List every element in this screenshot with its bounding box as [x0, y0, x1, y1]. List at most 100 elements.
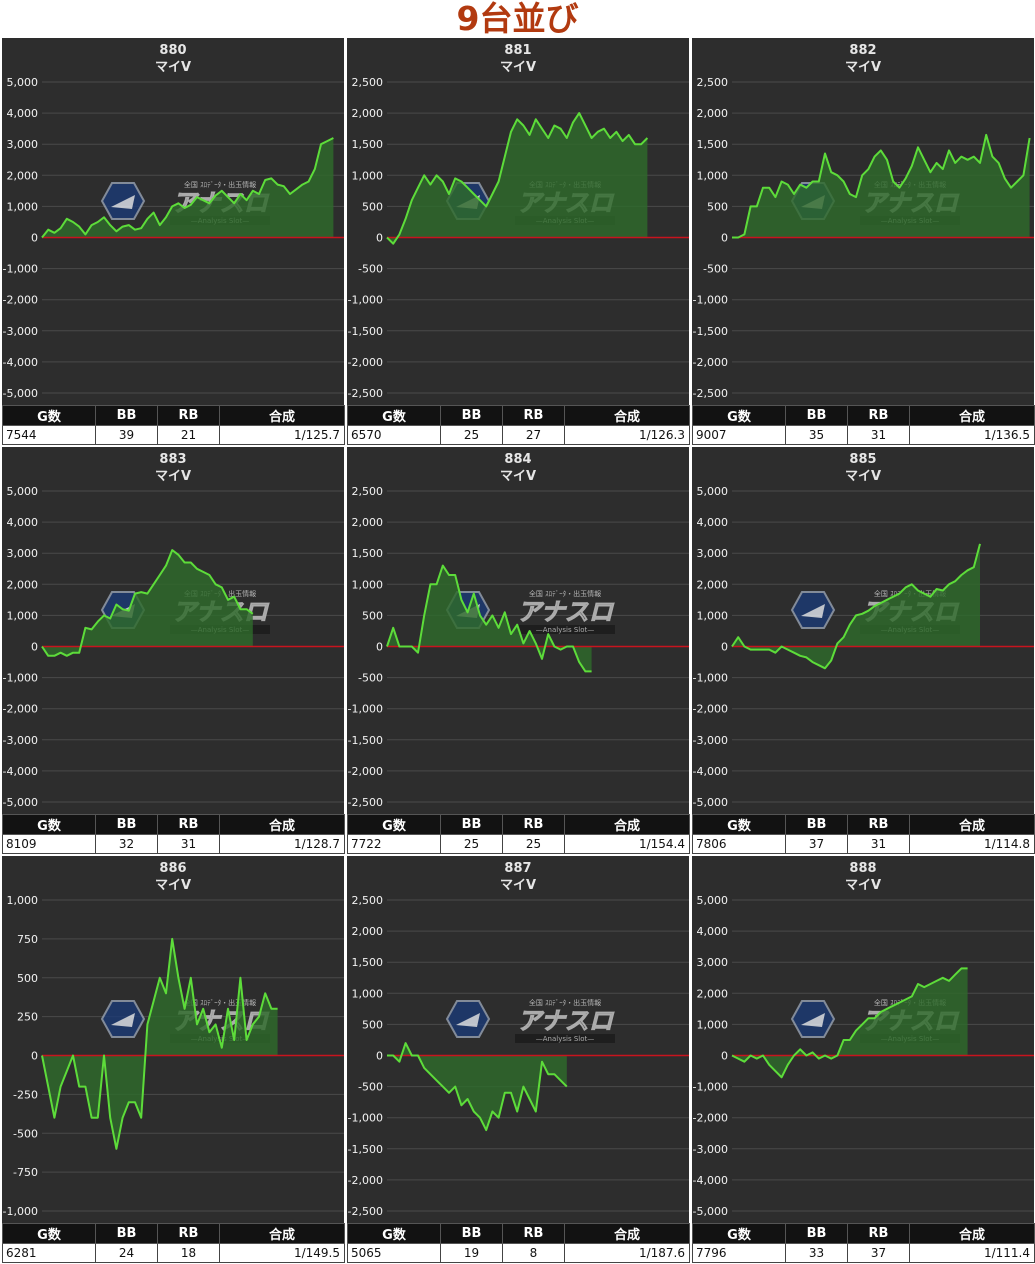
combined-value: 1/114.8 — [909, 834, 1035, 854]
chart-title: 888 — [849, 861, 876, 876]
series-line — [41, 137, 334, 239]
series-area — [42, 938, 278, 1149]
series-line — [387, 1042, 568, 1132]
rb-value: 21 — [157, 425, 220, 445]
y-tick-label: 4,000 — [697, 925, 729, 938]
stats-value-row: 6570 25 27 1/126.3 — [347, 425, 690, 445]
chart-svg: 888 マイV 5,000 4,000 3,000 2,000 1,000 0 -1,000 -2… — [692, 856, 1034, 1223]
y-tick-label: 0 — [376, 232, 383, 245]
stats-table: G数 BB RB 合成 7544 39 21 1/125.7 — [2, 405, 345, 445]
header-bb: BB — [785, 405, 848, 426]
rb-value: 37 — [847, 1243, 910, 1263]
y-tick-label: -500 — [13, 1127, 38, 1140]
y-tick-label: -750 — [13, 1166, 38, 1179]
header-bb: BB — [785, 814, 848, 835]
series-line — [386, 112, 649, 245]
stats-table: G数 BB RB 合成 6570 25 27 1/126.3 — [347, 405, 690, 445]
bb-value: 32 — [95, 834, 158, 854]
header-bb: BB — [440, 1223, 503, 1244]
combined-value: 1/149.5 — [219, 1243, 345, 1263]
stats-value-row: 7544 39 21 1/125.7 — [2, 425, 345, 445]
combined-value: 1/154.4 — [564, 834, 690, 854]
chart-title: 886 — [159, 861, 186, 876]
stats-header-row: G数 BB RB 合成 — [2, 1223, 345, 1244]
header-combined: 合成 — [219, 1223, 345, 1244]
y-tick-label: 1,000 — [352, 578, 384, 591]
header-bb: BB — [785, 1223, 848, 1244]
combined-value: 1/187.6 — [564, 1243, 690, 1263]
games-value: 6570 — [347, 425, 441, 445]
header-rb: RB — [847, 814, 910, 835]
header-games: G数 — [347, 814, 441, 835]
header-games: G数 — [2, 814, 96, 835]
y-tick-label: 0 — [31, 232, 38, 245]
header-rb: RB — [502, 814, 565, 835]
chart-title: 884 — [504, 452, 531, 467]
chart-subtitle: マイV — [155, 469, 191, 484]
y-tick-label: 2,000 — [697, 578, 729, 591]
y-tick-label: 750 — [17, 933, 38, 946]
y-tick-label: -2,000 — [3, 703, 38, 716]
y-tick-label: 2,500 — [697, 76, 729, 89]
bb-value: 33 — [785, 1243, 848, 1263]
chart-title: 882 — [849, 43, 876, 58]
stats-table: G数 BB RB 合成 7796 33 37 1/111.4 — [692, 1223, 1035, 1263]
bb-value: 19 — [440, 1243, 503, 1263]
y-tick-label: -1,000 — [693, 294, 728, 307]
y-tick-label: -2,000 — [348, 356, 383, 369]
y-tick-label: -3,000 — [693, 734, 728, 747]
chart-panel-887: 887 マイV 2,500 2,000 1,500 1,000 500 0 -500 -1,000… — [347, 856, 690, 1263]
chart-panel-882: 882 マイV 2,500 2,000 1,500 1,000 500 0 -500 -1,000… — [692, 38, 1035, 445]
header-rb: RB — [502, 405, 565, 426]
header-bb: BB — [95, 1223, 158, 1244]
header-games: G数 — [2, 405, 96, 426]
y-tick-label: 2,000 — [697, 107, 729, 120]
y-tick-label: -500 — [358, 672, 383, 685]
y-tick-label: 1,000 — [697, 169, 729, 182]
y-tick-label: 1,000 — [697, 1018, 729, 1031]
y-tick-label: -500 — [703, 263, 728, 276]
chart-subtitle: マイV — [845, 469, 881, 484]
chart-svg: 887 マイV 2,500 2,000 1,500 1,000 500 0 -500 -1,000… — [347, 856, 689, 1223]
combined-value: 1/126.3 — [564, 425, 690, 445]
y-tick-label: 0 — [721, 641, 728, 654]
combined-value: 1/111.4 — [909, 1243, 1035, 1263]
y-tick-label: 4,000 — [7, 107, 39, 120]
header-games: G数 — [692, 405, 786, 426]
y-tick-label: -2,500 — [348, 1205, 383, 1218]
y-tick-label: -2,000 — [693, 703, 728, 716]
bb-value: 24 — [95, 1243, 158, 1263]
y-tick-label: -1,500 — [348, 325, 383, 338]
y-tick-label: -1,000 — [693, 1081, 728, 1094]
y-tick-label: 1,000 — [697, 609, 729, 622]
y-tick-label: 1,500 — [352, 138, 384, 151]
chart-subtitle: マイV — [500, 878, 536, 893]
header-bb: BB — [95, 405, 158, 426]
y-tick-label: -3,000 — [3, 734, 38, 747]
rb-value: 31 — [847, 834, 910, 854]
header-combined: 合成 — [564, 1223, 690, 1244]
chart-svg: 883 マイV 5,000 4,000 3,000 2,000 1,000 0 -1,000 -2… — [2, 447, 344, 814]
series-line — [386, 564, 592, 673]
y-tick-label: 1,000 — [352, 987, 384, 1000]
y-tick-label: 0 — [31, 1050, 38, 1063]
y-tick-label: 5,000 — [697, 485, 729, 498]
y-tick-label: 0 — [721, 232, 728, 245]
header-bb: BB — [440, 814, 503, 835]
y-tick-label: -1,000 — [348, 703, 383, 716]
chart-panel-883: 883 マイV 5,000 4,000 3,000 2,000 1,000 0 -1,000 -2… — [2, 447, 345, 854]
y-tick-label: 5,000 — [697, 894, 729, 907]
stats-header-row: G数 BB RB 合成 — [692, 814, 1035, 835]
games-value: 5065 — [347, 1243, 441, 1263]
y-tick-label: -1,000 — [693, 672, 728, 685]
stats-table: G数 BB RB 合成 7806 37 31 1/114.8 — [692, 814, 1035, 854]
combined-value: 1/128.7 — [219, 834, 345, 854]
stats-header-row: G数 BB RB 合成 — [2, 814, 345, 835]
series-area — [387, 1043, 567, 1131]
y-tick-label: 1,000 — [7, 200, 39, 213]
y-tick-label: -1,500 — [693, 325, 728, 338]
page-title: 9台並び — [456, 0, 579, 38]
chart-svg: 884 マイV 2,500 2,000 1,500 1,000 500 0 -500 -1,000… — [347, 447, 689, 814]
stats-header-row: G数 BB RB 合成 — [347, 1223, 690, 1244]
header-bb: BB — [440, 405, 503, 426]
